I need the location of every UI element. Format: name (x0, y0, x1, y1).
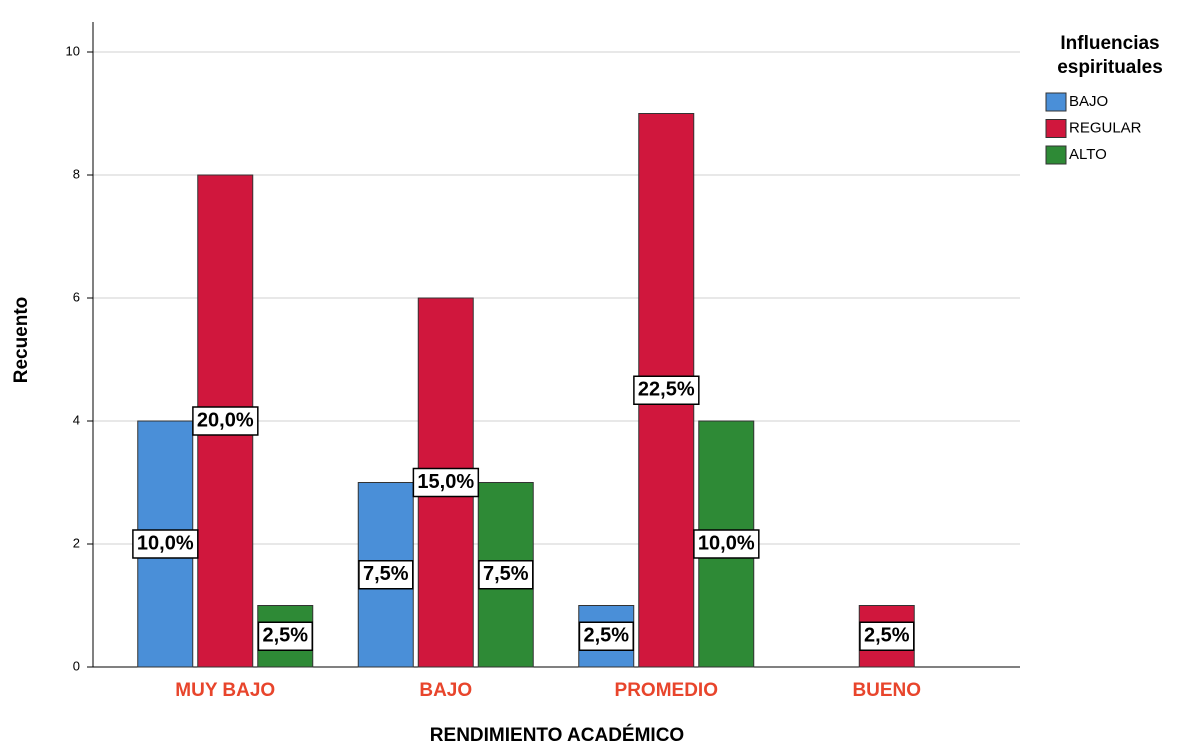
data-label: 15,0% (417, 471, 474, 493)
x-tick-label: PROMEDIO (615, 680, 718, 701)
y-tick-label: 10 (66, 43, 80, 58)
data-label-box (578, 621, 635, 651)
x-tick-label: MUY BAJO (175, 680, 275, 701)
data-label: 7,5% (483, 563, 529, 585)
x-axis-title: RENDIMIENTO ACADÉMICO (430, 724, 684, 746)
legend-swatch (1045, 145, 1067, 165)
data-label-box (132, 529, 199, 559)
legend-label: ALTO (1069, 146, 1107, 163)
data-label-box (412, 467, 480, 498)
data-label-box (633, 375, 700, 405)
data-label: 2,5% (583, 625, 629, 647)
data-label: 2,5% (864, 625, 910, 647)
legend-swatch (1045, 92, 1067, 112)
data-label-box (859, 621, 915, 651)
data-label-box (358, 560, 414, 590)
data-label-box (478, 560, 534, 590)
legend-swatch (1045, 119, 1067, 138)
data-label-box (693, 529, 760, 559)
data-label: 20,0% (197, 409, 254, 431)
y-tick-label: 4 (73, 412, 80, 427)
x-tick-label: BAJO (419, 680, 472, 701)
x-tick-label: BUENO (852, 680, 921, 701)
y-tick-label: 2 (73, 535, 80, 550)
data-label: 22,5% (638, 379, 695, 401)
data-label-box (257, 621, 314, 651)
data-label: 7,5% (363, 563, 409, 585)
data-label: 2,5% (262, 625, 308, 647)
legend-title: Influencias espirituales (1057, 33, 1163, 78)
legend-label: REGULAR (1069, 119, 1142, 136)
y-tick-label: 0 (73, 658, 80, 673)
y-tick-label: 8 (73, 166, 80, 181)
legend-label: BAJO (1069, 93, 1108, 110)
data-label: 10,0% (698, 532, 755, 554)
data-label: 10,0% (137, 532, 194, 554)
y-axis-title: Recuento (11, 297, 32, 384)
y-tick-label: 6 (73, 289, 80, 304)
data-label-box (192, 406, 259, 436)
